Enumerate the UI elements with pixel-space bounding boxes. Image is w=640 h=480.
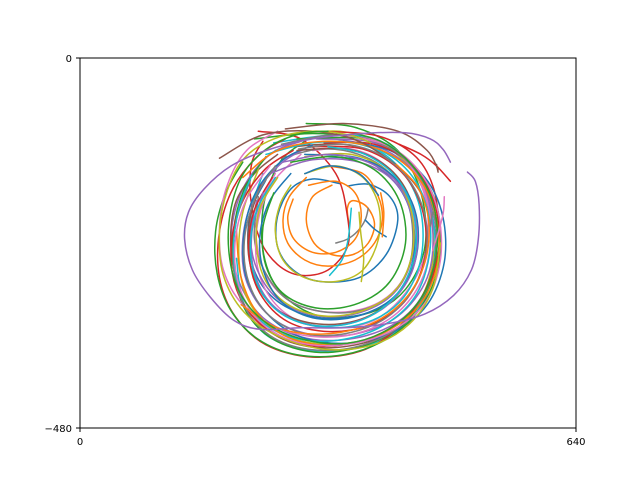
series-layer <box>183 122 481 358</box>
series-line-51 <box>364 219 387 238</box>
series-line-16 <box>284 122 439 171</box>
series-line-46 <box>435 163 439 173</box>
y-tick-label-bottom: −480 <box>45 424 72 435</box>
series-line-48 <box>429 211 434 227</box>
series-line-34 <box>247 145 428 333</box>
series-line-45 <box>183 131 481 331</box>
series-line-2 <box>305 184 376 257</box>
series-line-37 <box>233 134 443 347</box>
y-axis: 0 −480 <box>45 54 80 435</box>
series-line-52 <box>379 192 385 238</box>
y-tick-label-top: 0 <box>66 54 72 65</box>
series-line-41 <box>304 165 380 196</box>
series-line-39 <box>218 130 442 351</box>
series-line-50 <box>328 207 353 277</box>
series-line-33 <box>261 155 407 310</box>
plot-frame <box>79 57 577 429</box>
series-line-43 <box>227 130 439 345</box>
x-axis: 0 640 <box>77 428 586 448</box>
series-line-44 <box>398 143 452 183</box>
series-line-42 <box>240 163 430 335</box>
plot-area <box>183 122 481 358</box>
series-line-18 <box>335 207 370 244</box>
series-line-27 <box>218 130 432 338</box>
series-line-40 <box>249 145 418 328</box>
series-line-47 <box>431 196 446 252</box>
x-tick-label-right: 640 <box>566 437 585 448</box>
series-line-49 <box>358 211 365 283</box>
x-tick-label-left: 0 <box>77 437 83 448</box>
